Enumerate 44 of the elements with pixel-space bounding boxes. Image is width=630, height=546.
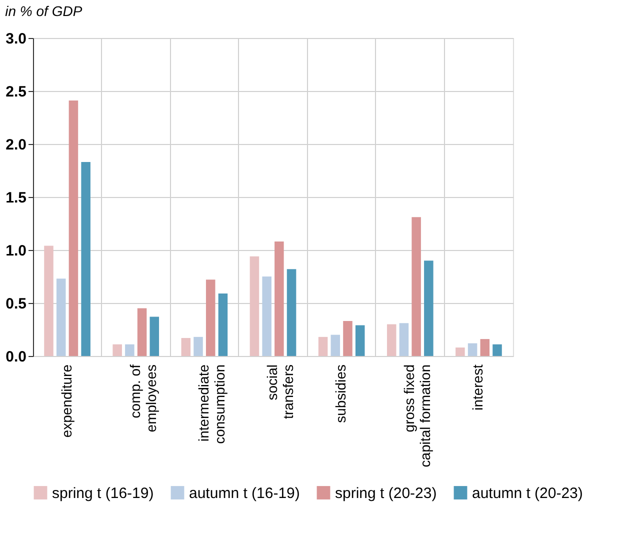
y-tick-label: 0.5 [6, 296, 26, 312]
bar [150, 316, 160, 356]
x-tick-label: subsidies [332, 364, 349, 423]
legend-label: autumn t (20-23) [472, 484, 583, 502]
legend-label: spring t (16-19) [52, 484, 154, 502]
bar [492, 344, 502, 356]
bar [137, 308, 147, 356]
bar [343, 321, 352, 356]
bar [206, 280, 216, 356]
bar [355, 325, 365, 356]
bar [112, 344, 122, 356]
bar [456, 348, 465, 356]
bar [68, 100, 78, 356]
bar [56, 278, 66, 356]
bar [286, 269, 296, 356]
x-tick-label: interest [470, 364, 486, 410]
bar [318, 336, 328, 356]
bar [424, 260, 434, 356]
y-tick-label: 1.0 [6, 242, 26, 260]
y-tick-label: 0.0 [6, 348, 26, 366]
x-tick-label: comp. of employees [126, 364, 159, 432]
x-tick-label: expenditure [58, 364, 74, 438]
bar [218, 293, 228, 356]
y-tick-label: 1.5 [6, 190, 26, 206]
bar [262, 276, 272, 356]
y-tick-label: 2.5 [6, 84, 26, 100]
bar [181, 338, 191, 356]
y-tick-label: 3.0 [6, 30, 26, 48]
bar [330, 334, 340, 356]
bar [81, 162, 90, 356]
bar [44, 246, 54, 356]
legend-label: autumn t (16-19) [189, 484, 300, 502]
bar [125, 344, 134, 356]
legend-label: spring t (20-23) [335, 484, 437, 502]
bar [386, 324, 396, 356]
bar [412, 217, 421, 356]
bar [399, 323, 409, 356]
bar [468, 343, 478, 356]
chart-title: in % of GDP [5, 3, 83, 19]
y-tick-label: 2.0 [6, 136, 26, 154]
bar [274, 242, 284, 356]
bar [194, 336, 203, 356]
bar [480, 339, 490, 356]
bar [250, 256, 260, 356]
